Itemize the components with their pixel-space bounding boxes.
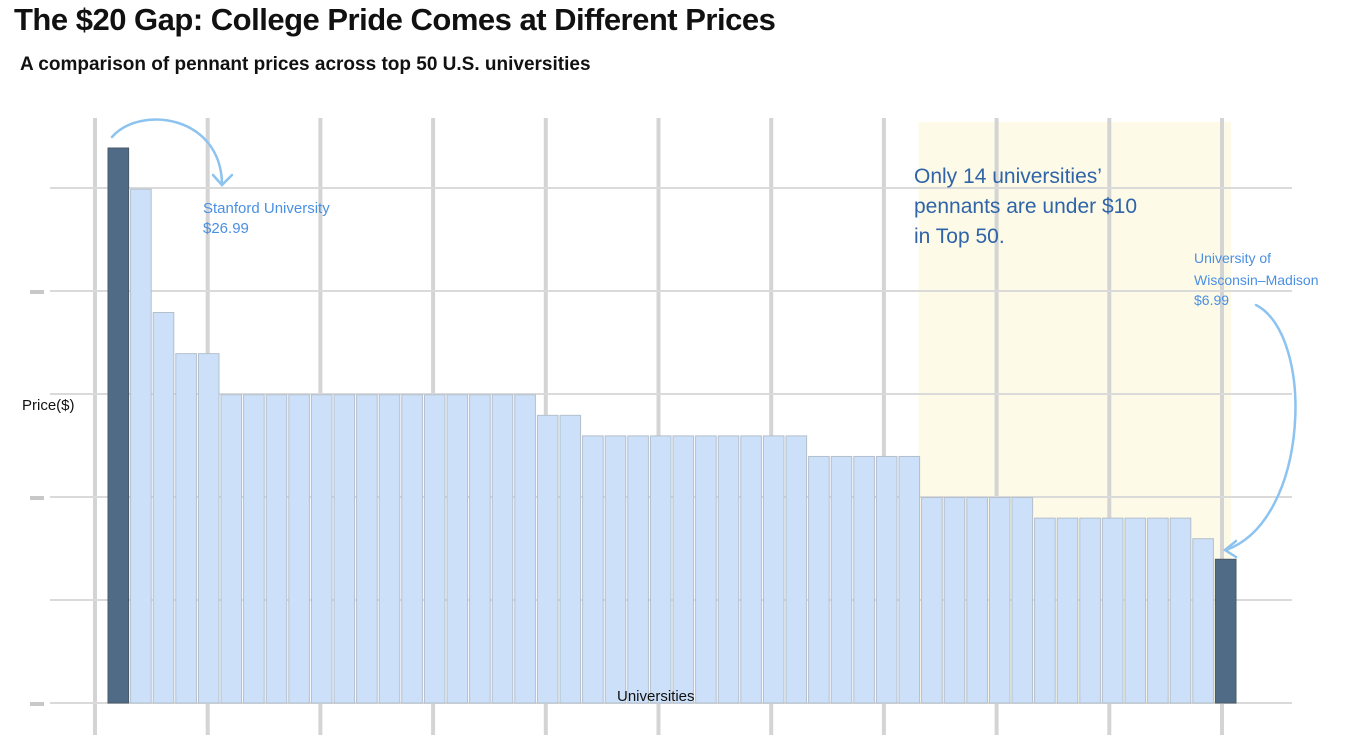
bar-4: [175, 353, 197, 704]
bar-37: [921, 497, 943, 704]
bar-13: [378, 394, 401, 704]
bar-44: [1079, 517, 1101, 704]
bar-19: [514, 394, 536, 704]
stanford-price-label: $26.99: [203, 220, 249, 237]
wisconsin-arrow: [1224, 303, 1297, 552]
bar-17: [469, 394, 491, 704]
bar-50: [1214, 558, 1237, 704]
bar-45: [1101, 517, 1124, 704]
bars-group: [107, 147, 1237, 704]
callout-line-1: Only 14 universities’: [914, 165, 1102, 188]
bar-46: [1124, 517, 1147, 704]
stanford-name-label: Stanford University: [203, 200, 330, 217]
bar-18: [491, 394, 514, 704]
wisconsin-name-label-1: University of: [1194, 250, 1271, 266]
bar-39: [966, 497, 988, 704]
bar-47: [1147, 517, 1169, 704]
bar-25: [649, 435, 672, 704]
x-axis-label: Universities: [617, 688, 695, 705]
bar-10: [310, 394, 333, 704]
bar-22: [582, 435, 604, 704]
wisconsin-arrowhead: [1222, 539, 1238, 559]
bar-31: [785, 435, 808, 704]
bar-23: [604, 435, 627, 704]
bar-41: [1011, 497, 1034, 704]
bar-40: [988, 497, 1011, 704]
callout-line-2: pennants are under $10: [914, 195, 1137, 218]
bar-8: [265, 394, 288, 704]
bar-35: [875, 455, 898, 704]
bar-14: [401, 394, 423, 704]
bar-7: [243, 394, 265, 704]
chart-title: The $20 Gap: College Pride Comes at Diff…: [14, 2, 776, 37]
bar-30: [762, 435, 785, 704]
bar-43: [1056, 517, 1079, 704]
bar-33: [830, 455, 853, 704]
callout-line-3: in Top 50.: [914, 225, 1005, 248]
wisconsin-price-label: $6.99: [1194, 292, 1229, 308]
bar-24: [627, 435, 649, 704]
bar-29: [740, 435, 762, 704]
bar-2: [130, 188, 152, 704]
bar-5: [197, 353, 220, 704]
bar-11: [333, 394, 356, 704]
bar-3: [152, 312, 175, 704]
bar-15: [423, 394, 446, 704]
bar-36: [898, 455, 921, 704]
bar-34: [853, 455, 875, 704]
bar-42: [1034, 517, 1056, 704]
bar-20: [536, 414, 559, 704]
bar-38: [943, 497, 966, 704]
bar-9: [288, 394, 310, 704]
bar-26: [672, 435, 695, 704]
bar-32: [808, 455, 830, 704]
bar-16: [446, 394, 469, 704]
stanford-arrow: [110, 118, 224, 185]
wisconsin-name-label-2: Wisconsin–Madison: [1194, 272, 1319, 288]
bar-12: [356, 394, 378, 704]
bar-21: [559, 414, 582, 704]
bar-27: [695, 435, 717, 704]
chart-subtitle: A comparison of pennant prices across to…: [20, 54, 591, 75]
bar-28: [717, 435, 740, 704]
bar-48: [1169, 517, 1192, 704]
bar-49: [1192, 538, 1214, 704]
y-axis-label: Price($): [22, 397, 75, 414]
y-axis-ticks: [30, 290, 44, 706]
bar-1: [107, 147, 130, 704]
stanford-arrowhead: [211, 173, 234, 187]
bar-6: [220, 394, 243, 704]
